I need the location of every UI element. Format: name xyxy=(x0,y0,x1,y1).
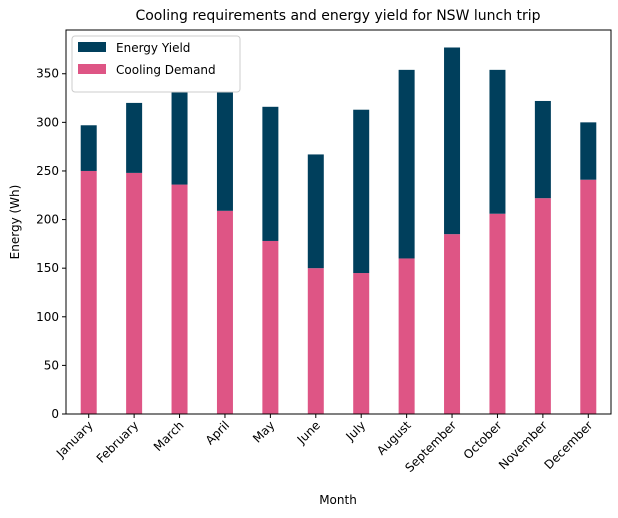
bar-segment xyxy=(126,102,143,173)
x-tick-label: March xyxy=(151,418,187,454)
bar-segment xyxy=(80,125,97,171)
legend-label: Cooling Demand xyxy=(116,63,216,77)
y-tick-label: 350 xyxy=(36,67,59,81)
y-tick-label: 250 xyxy=(36,164,59,178)
y-tick-label: 300 xyxy=(36,115,59,129)
y-tick-label: 150 xyxy=(36,261,59,275)
bar-segment xyxy=(398,69,415,259)
y-tick-label: 0 xyxy=(51,407,59,421)
chart-title: Cooling requirements and energy yield fo… xyxy=(135,8,540,24)
y-tick-label: 50 xyxy=(44,358,59,372)
bar-segment xyxy=(307,268,324,414)
x-tick-label: June xyxy=(294,418,323,447)
legend-swatch xyxy=(78,64,106,74)
bar-segment xyxy=(580,179,597,414)
bar-segment xyxy=(534,198,551,414)
bar-segment xyxy=(489,69,506,214)
y-tick-label: 100 xyxy=(36,310,59,324)
bar-segment xyxy=(353,273,370,414)
bar-segment xyxy=(171,184,188,414)
bar-segment xyxy=(216,210,233,414)
x-tick-label: May xyxy=(250,418,277,445)
x-tick-label: January xyxy=(53,418,96,461)
bar-segment xyxy=(489,213,506,414)
legend-swatch xyxy=(78,42,106,52)
y-tick-label: 200 xyxy=(36,213,59,227)
bar-segment xyxy=(444,234,461,414)
bar-segment xyxy=(171,84,188,185)
bar-segment xyxy=(307,154,324,269)
bar-segment xyxy=(216,89,233,211)
bar-segment xyxy=(126,172,143,414)
bar-segment xyxy=(534,100,551,199)
legend-label: Energy Yield xyxy=(116,41,190,55)
x-tick-label: October xyxy=(461,418,505,462)
legend-box xyxy=(71,35,241,93)
bar-segment xyxy=(398,258,415,414)
plot-frame xyxy=(65,29,612,415)
bar-segment xyxy=(80,170,97,414)
bar-segment xyxy=(262,106,279,241)
bar-segment xyxy=(444,47,461,235)
x-tick-label: July xyxy=(342,418,368,444)
x-tick-label: December xyxy=(542,418,596,472)
y-axis-label: Energy (Wh) xyxy=(8,185,22,260)
x-axis-label: Month xyxy=(319,493,357,507)
x-tick-label: April xyxy=(203,418,232,447)
x-tick-label: November xyxy=(496,418,550,472)
bar-segment xyxy=(580,122,597,180)
bar-segment xyxy=(353,109,370,274)
x-tick-label: August xyxy=(374,418,414,458)
bar-segment xyxy=(262,240,279,414)
x-tick-label: February xyxy=(94,418,142,466)
